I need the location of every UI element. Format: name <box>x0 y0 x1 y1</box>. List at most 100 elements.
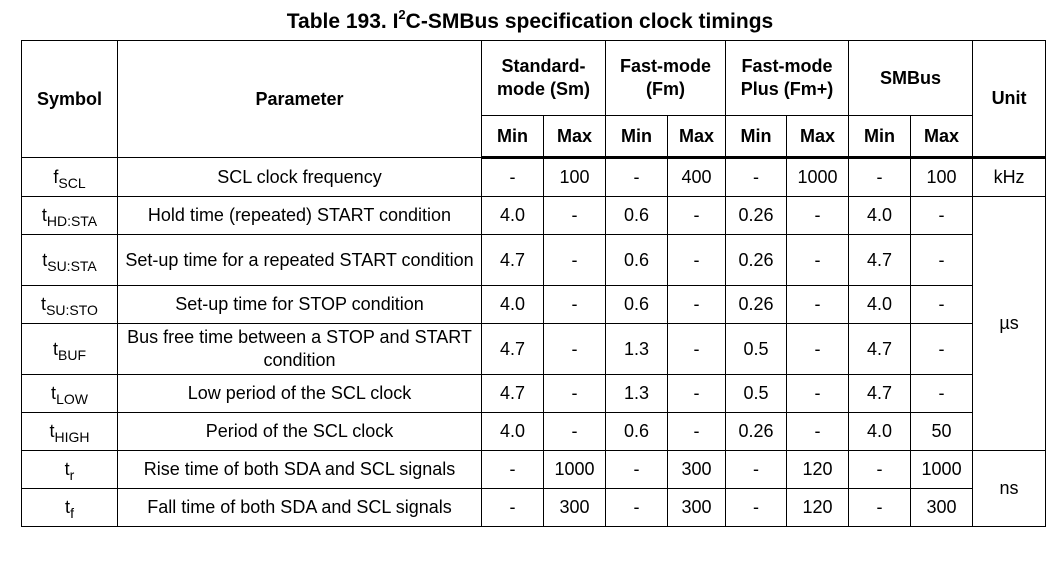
symbol-cell: tBUF <box>21 323 118 375</box>
header-fm-max: Max <box>667 115 727 159</box>
value-cell: 1000 <box>910 450 974 489</box>
value-cell: - <box>786 285 850 324</box>
value-cell: - <box>725 488 788 527</box>
value-cell: - <box>786 196 850 235</box>
value-cell: - <box>910 234 974 286</box>
value-cell: - <box>848 488 912 527</box>
symbol-cell: tHD:STA <box>21 196 118 235</box>
table-row: tr Rise time of both SDA and SCL signals… <box>21 450 1047 527</box>
header-standard-mode: Standard- mode (Sm) <box>480 40 607 116</box>
value-cell: - <box>910 323 974 375</box>
value-cell: 0.5 <box>725 323 788 375</box>
title-superscript: 2 <box>398 7 406 22</box>
value-cell: - <box>542 285 607 324</box>
header-smbus-max: Max <box>910 115 974 159</box>
value-cell: - <box>542 234 607 286</box>
value-cell: 4.7 <box>481 234 544 286</box>
value-cell: - <box>667 412 727 451</box>
value-cell: 1.3 <box>605 374 669 413</box>
value-cell: - <box>725 157 788 197</box>
symbol-cell: tr <box>21 450 118 489</box>
value-cell: 120 <box>786 450 850 489</box>
value-cell: - <box>786 374 850 413</box>
value-cell: 4.7 <box>848 234 912 286</box>
value-cell: 300 <box>542 488 607 527</box>
value-cell: 100 <box>542 157 607 197</box>
value-cell: 4.7 <box>481 374 544 413</box>
parameter-cell: Set-up time for a repeated START conditi… <box>117 234 482 286</box>
clock-timings-table: Symbol Parameter Standard- mode (Sm) Fas… <box>21 40 1047 527</box>
header-symbol: Symbol <box>21 40 118 158</box>
value-cell: - <box>667 196 727 235</box>
value-cell: 4.7 <box>848 374 912 413</box>
parameter-cell: Period of the SCL clock <box>117 412 482 451</box>
value-cell: - <box>786 234 850 286</box>
value-cell: 4.0 <box>848 196 912 235</box>
value-cell: 4.0 <box>481 196 544 235</box>
value-cell: - <box>848 157 912 197</box>
value-cell: - <box>848 450 912 489</box>
value-cell: - <box>910 285 974 324</box>
header-smbus: SMBus <box>848 40 974 116</box>
value-cell: 0.26 <box>725 412 788 451</box>
value-cell: 4.0 <box>481 285 544 324</box>
value-cell: - <box>542 374 607 413</box>
value-cell: - <box>605 450 669 489</box>
header-smbus-min: Min <box>848 115 912 159</box>
value-cell: 4.7 <box>481 323 544 375</box>
value-cell: - <box>542 196 607 235</box>
value-cell: 1000 <box>542 450 607 489</box>
value-cell: 50 <box>910 412 974 451</box>
value-cell: - <box>542 412 607 451</box>
table-row: tSU:STO Set-up time for STOP condition 4… <box>21 285 1046 324</box>
value-cell: - <box>667 374 727 413</box>
header-fm-min: Min <box>605 115 669 159</box>
unit-cell-khz: kHz <box>972 157 1047 197</box>
symbol-cell: tSU:STA <box>21 234 118 286</box>
value-cell: 4.0 <box>481 412 544 451</box>
value-cell: 0.26 <box>725 285 788 324</box>
value-cell: 0.6 <box>605 196 669 235</box>
symbol-cell: tf <box>21 488 118 527</box>
value-cell: 4.0 <box>848 412 912 451</box>
parameter-cell: Set-up time for STOP condition <box>117 285 482 324</box>
value-cell: 0.26 <box>725 234 788 286</box>
value-cell: 300 <box>910 488 974 527</box>
value-cell: 4.7 <box>848 323 912 375</box>
header-fast-mode: Fast-mode (Fm) <box>605 40 727 116</box>
table-row: tBUF Bus free time between a STOP and ST… <box>21 323 1046 375</box>
value-cell: 1.3 <box>605 323 669 375</box>
parameter-cell: Rise time of both SDA and SCL signals <box>117 450 482 489</box>
value-cell: 1000 <box>786 157 850 197</box>
header-parameter: Parameter <box>117 40 482 158</box>
value-cell: - <box>910 196 974 235</box>
parameter-cell: Bus free time between a STOP and START c… <box>117 323 482 375</box>
value-cell: - <box>667 234 727 286</box>
value-cell: 300 <box>667 450 727 489</box>
title-prefix: Table 193. I <box>286 10 399 33</box>
table-row: tHD:STA Hold time (repeated) START condi… <box>21 196 1047 451</box>
header-fast-mode-plus: Fast-mode Plus (Fm+) <box>725 40 850 116</box>
value-cell: - <box>725 450 788 489</box>
table-row: tHIGH Period of the SCL clock 4.0 - 0.6 … <box>21 412 1046 451</box>
header-fmplus-max: Max <box>786 115 850 159</box>
value-cell: - <box>786 323 850 375</box>
value-cell: - <box>542 323 607 375</box>
parameter-cell: SCL clock frequency <box>117 157 482 197</box>
unit-cell-ns: ns <box>972 450 1047 527</box>
value-cell: 0.5 <box>725 374 788 413</box>
symbol-cell: tLOW <box>21 374 118 413</box>
value-cell: - <box>667 285 727 324</box>
symbol-cell: fSCL <box>21 157 118 197</box>
value-cell: 120 <box>786 488 850 527</box>
value-cell: - <box>481 488 544 527</box>
table-row: tSU:STA Set-up time for a repeated START… <box>21 234 1046 286</box>
value-cell: - <box>910 374 974 413</box>
table-title: Table 193. I2C-SMBus specification clock… <box>0 8 1060 36</box>
value-cell: 100 <box>910 157 974 197</box>
value-cell: 0.6 <box>605 234 669 286</box>
value-cell: 4.0 <box>848 285 912 324</box>
table-row: tf Fall time of both SDA and SCL signals… <box>21 488 1046 527</box>
header-sm-max: Max <box>542 115 607 159</box>
table-row: tLOW Low period of the SCL clock 4.7 - 1… <box>21 374 1046 413</box>
